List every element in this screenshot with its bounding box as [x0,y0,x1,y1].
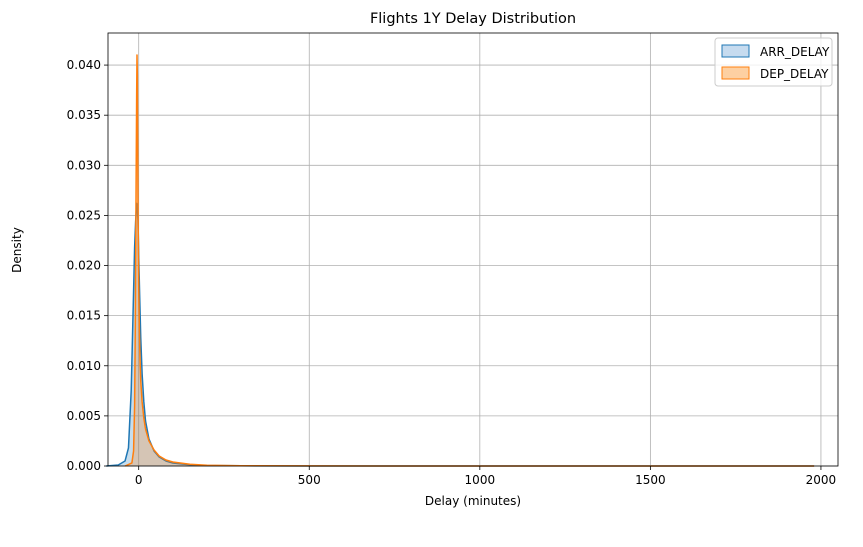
grid-lines [108,33,838,467]
y-tick-label: 0.030 [67,158,101,172]
density-areas [106,54,815,467]
plot-frame [107,32,839,467]
axis-ticks: 0 500 1000 1500 2000 0.000 0.005 0.010 0.015 0.02… [67,58,837,487]
density-fill-arr-delay [106,203,815,466]
x-tick-label: 1500 [635,473,666,487]
legend: ARR_DELAY DEP_DELAY [714,37,833,87]
legend-swatch-dep-delay [721,66,750,80]
x-tick-label: 2000 [806,473,837,487]
density-line-dep-delay [124,54,815,467]
x-tick-label: 500 [298,473,321,487]
legend-label-dep-delay: DEP_DELAY [760,67,829,81]
y-axis-label: Density [10,227,24,273]
x-tick-label: 0 [135,473,143,487]
y-tick-label: 0.010 [67,359,101,373]
x-tick-label: 1000 [465,473,496,487]
density-line-arr-delay [106,202,815,467]
legend-swatch-arr-delay [721,44,750,58]
y-tick-label: 0.025 [67,208,101,222]
legend-label-arr-delay: ARR_DELAY [760,45,830,59]
y-tick-label: 0.005 [67,409,101,423]
y-tick-label: 0.000 [67,459,101,473]
y-tick-label: 0.020 [67,259,101,273]
y-tick-label: 0.040 [67,58,101,72]
x-axis-label: Delay (minutes) [425,494,521,508]
density-fill-dep-delay [125,55,815,467]
y-tick-label: 0.015 [67,309,101,323]
y-tick-label: 0.035 [67,108,101,122]
chart-title: Flights 1Y Delay Distribution [370,11,576,27]
